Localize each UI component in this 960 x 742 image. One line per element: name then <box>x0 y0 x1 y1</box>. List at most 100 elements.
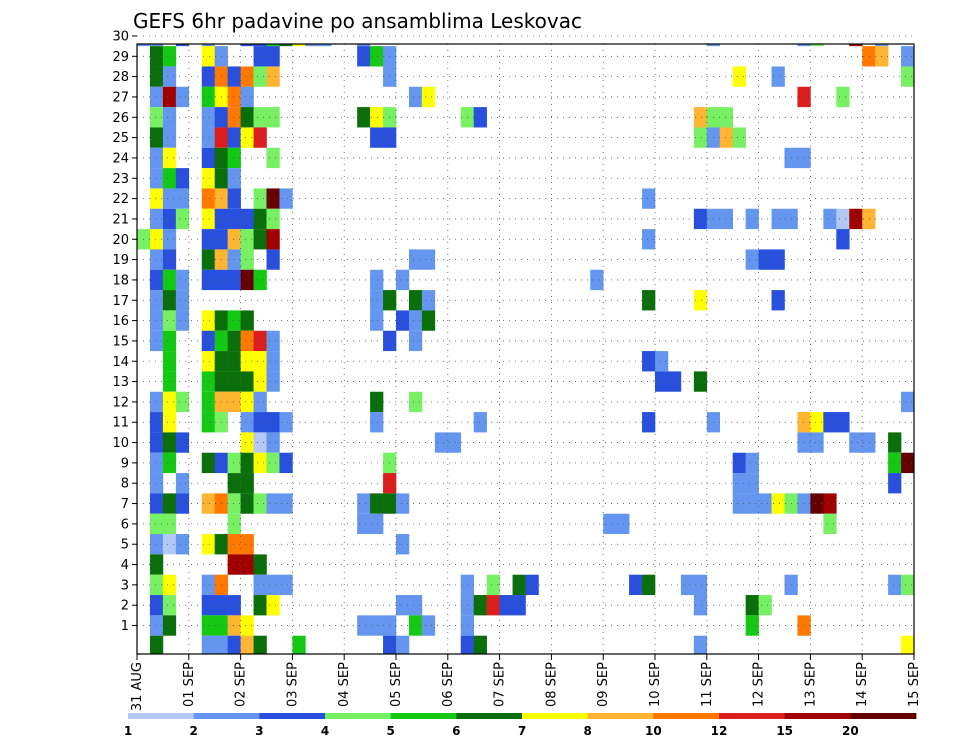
heatmap-cell <box>745 473 759 494</box>
heatmap-cell <box>292 44 306 47</box>
heatmap-cell <box>175 493 190 514</box>
y-tick-label: 30 <box>112 29 129 44</box>
x-tick-label: 05 SEP <box>389 662 404 707</box>
heatmap-cell <box>499 595 513 616</box>
heatmap-cell <box>149 513 164 535</box>
heatmap-cell <box>396 595 410 616</box>
heatmap-cell <box>512 595 526 616</box>
heatmap-cell <box>642 351 656 372</box>
heatmap-cell <box>201 615 215 636</box>
heatmap-cell <box>836 208 850 230</box>
heatmap-cell <box>149 412 164 433</box>
heatmap-cell <box>149 452 164 474</box>
y-tick-label: 7 <box>121 497 129 512</box>
heatmap-cell <box>175 432 190 453</box>
heatmap-cell <box>771 290 785 311</box>
heatmap-cell <box>175 290 190 311</box>
heatmap-cell <box>149 574 164 596</box>
heatmap-cell <box>201 452 215 474</box>
heatmap-cell <box>253 351 267 372</box>
y-tick-label: 27 <box>112 90 129 105</box>
y-tick-label: 26 <box>112 111 129 126</box>
legend-swatch <box>128 713 195 719</box>
heatmap-cell <box>797 412 811 433</box>
heatmap-cell <box>149 147 164 169</box>
x-axis: 31 AUG 01 SEP 02 SEP 03 SEP 04 SEP 05 SEP 06 S… <box>130 654 922 711</box>
heatmap-cell <box>201 229 215 250</box>
heatmap-cell <box>240 371 254 392</box>
heatmap-cell <box>266 412 280 433</box>
y-tick-label: 28 <box>112 70 129 85</box>
heatmap-cell <box>370 107 384 128</box>
heatmap-cell <box>408 615 423 636</box>
heatmap-cell <box>253 46 267 67</box>
heatmap-cell <box>421 290 436 311</box>
heatmap-cell <box>227 554 241 575</box>
legend-label: 7 <box>518 724 526 738</box>
heatmap-cell <box>810 432 824 453</box>
heatmap-cell <box>901 452 915 474</box>
heatmap-cell <box>473 635 487 654</box>
heatmap-cell <box>240 107 254 128</box>
heatmap-cell <box>590 269 604 291</box>
heatmap-cell <box>370 391 384 413</box>
legend-swatch <box>522 713 589 719</box>
x-tick-label: 12 SEP <box>752 662 767 707</box>
heatmap-cell <box>797 147 811 169</box>
heatmap-cell <box>227 351 241 372</box>
heatmap-cell <box>162 310 177 331</box>
heatmap-cell <box>227 147 241 169</box>
heatmap-cell <box>253 371 267 392</box>
heatmap-cell <box>240 310 254 331</box>
legend-label: 12 <box>711 724 728 738</box>
heatmap-cell <box>408 310 423 331</box>
heatmap-cell <box>279 188 293 209</box>
heatmap-cell <box>175 168 190 189</box>
heatmap-cell <box>810 493 824 514</box>
heatmap-cell <box>836 229 850 250</box>
legend-swatch <box>784 713 851 719</box>
heatmap-cell <box>149 127 164 148</box>
heatmap-cell <box>162 371 177 392</box>
heatmap-cell <box>149 86 164 108</box>
heatmap-cell <box>162 452 177 474</box>
heatmap-cell <box>862 432 876 453</box>
heatmap-cell <box>266 452 280 474</box>
heatmap-cell <box>603 513 617 535</box>
heatmap-cell <box>149 554 164 575</box>
heatmap-cell <box>201 635 215 654</box>
heatmap-cell <box>240 635 254 654</box>
heatmap-cell <box>227 635 241 654</box>
heatmap-cell <box>266 208 280 230</box>
heatmap-cell <box>162 330 177 352</box>
heatmap-cell <box>460 635 474 654</box>
heatmap-cell <box>279 44 293 47</box>
heatmap-cell <box>175 534 190 555</box>
heatmap-cell <box>162 147 177 169</box>
heatmap-cell <box>253 432 267 453</box>
y-tick-label: 14 <box>112 355 129 370</box>
heatmap-cell <box>149 208 164 230</box>
heatmap-cell <box>693 127 708 148</box>
heatmap-cell <box>797 44 811 47</box>
heatmap-cell <box>849 44 863 47</box>
heatmap-cell <box>253 330 267 352</box>
heatmap-cell <box>642 229 656 250</box>
heatmap-cell <box>408 595 423 616</box>
legend-label: 1 <box>124 724 132 738</box>
heatmap-cell <box>162 351 177 372</box>
heatmap-cell <box>745 249 759 270</box>
heatmap-cell <box>370 412 384 433</box>
x-tick-label: 06 SEP <box>441 662 456 707</box>
heatmap-cell <box>162 208 177 230</box>
y-tick-label: 13 <box>112 375 129 390</box>
heatmap-cell <box>162 574 177 596</box>
heatmap-cell <box>888 574 902 596</box>
heatmap-cell <box>175 310 190 331</box>
heatmap-cell <box>357 46 371 67</box>
heatmap-cell <box>240 534 254 555</box>
heatmap-cell <box>408 290 423 311</box>
heatmap-cell <box>719 107 733 128</box>
heatmap-cell <box>201 412 215 433</box>
heatmap-cell <box>732 473 746 494</box>
